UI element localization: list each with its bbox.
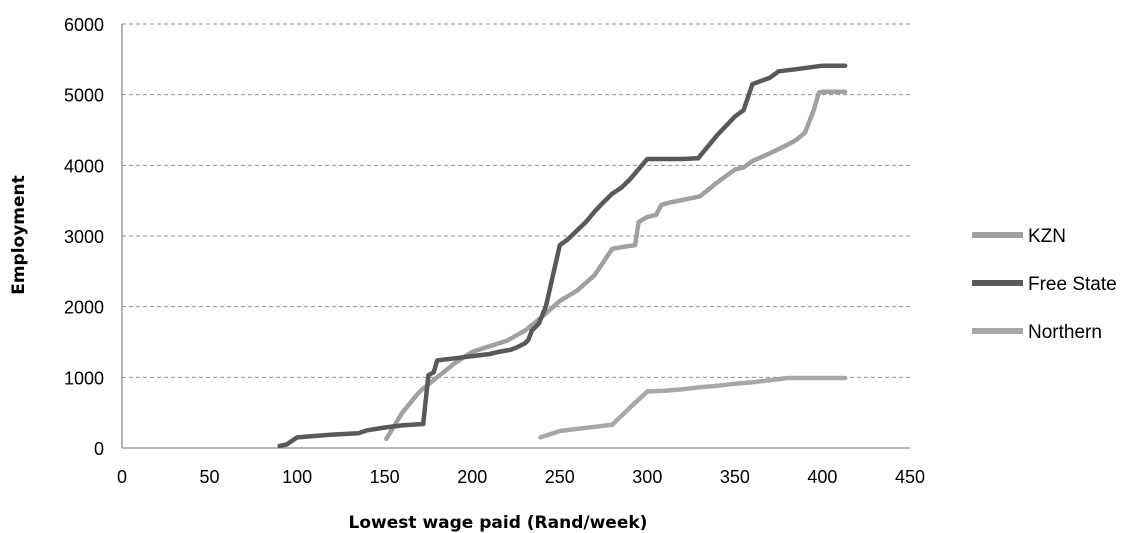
x-tick-label: 150 [370,467,400,487]
x-tick-labels: 0 50 100 150 200 250 300 350 400 450 [117,467,925,487]
y-tick-label: 2000 [64,298,104,318]
y-tick-label: 4000 [64,156,104,176]
gridlines [122,23,910,378]
y-tick-labels: 0 1000 2000 3000 4000 5000 6000 [64,15,104,459]
x-tick-label: 200 [457,467,487,487]
x-tick-label: 50 [200,467,220,487]
y-tick-label: 3000 [64,227,104,247]
x-axis-title: Lowest wage paid (Rand/week) [349,513,648,533]
series-line-northern [538,375,848,440]
y-tick-label: 5000 [64,86,104,106]
x-tick-label: 450 [895,467,925,487]
x-tick-label: 100 [282,467,312,487]
legend-label-free-state: Free State [1028,274,1117,295]
x-tick-label: 300 [632,467,662,487]
x-tick-label: 350 [720,467,750,487]
x-tick-label: 0 [117,467,127,487]
series-lines [277,63,848,449]
y-tick-label: 0 [94,439,104,459]
x-tick-label: 250 [545,467,575,487]
legend-label-kzn: KZN [1028,226,1066,247]
y-tick-label: 6000 [64,15,104,35]
series-line-kzn [384,89,848,442]
y-axis-title: Employment [9,175,29,295]
x-tick-label: 400 [807,467,837,487]
legend-label-northern: Northern [1028,322,1102,343]
series-line-free-state [277,63,848,449]
legend: KZN Free State Northern [972,226,1117,343]
y-tick-label: 1000 [64,368,104,388]
